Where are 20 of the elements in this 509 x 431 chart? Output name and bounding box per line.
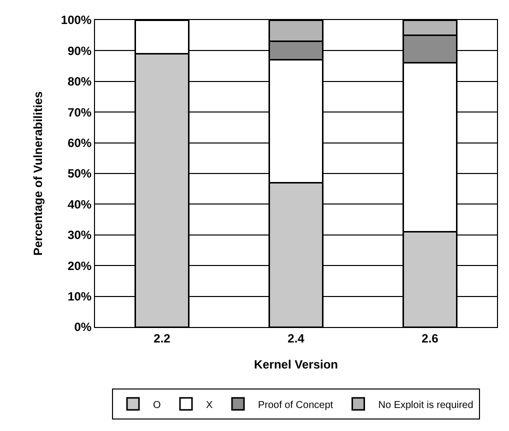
y-tick-label: 30% (68, 228, 92, 242)
y-tick-label: 100% (60, 13, 92, 28)
x-axis-title: Kernel Version (254, 357, 338, 372)
y-tick-label: 80% (68, 74, 92, 89)
legend-label: No Exploit is required (378, 400, 474, 411)
legend-label: X (206, 400, 213, 411)
y-tick-label: 50% (68, 166, 92, 181)
y-tick-label: 0% (74, 320, 92, 334)
y-tick-label: 10% (68, 290, 92, 304)
y-tick-label: 60% (68, 136, 92, 150)
legend-label: Proof of Concept (258, 400, 334, 411)
x-tick-label: 2.2 (154, 331, 171, 346)
y-axis-title: Percentage of Vulnerabilities (31, 91, 46, 256)
y-tick-label: 70% (68, 105, 92, 120)
y-tick-label: 40% (68, 197, 92, 212)
x-tick-label: 2.4 (288, 331, 305, 346)
y-tick-label: 90% (68, 44, 92, 58)
legend-label: O (153, 400, 161, 411)
y-tick-label: 20% (68, 258, 92, 273)
x-tick-label: 2.6 (422, 331, 439, 346)
